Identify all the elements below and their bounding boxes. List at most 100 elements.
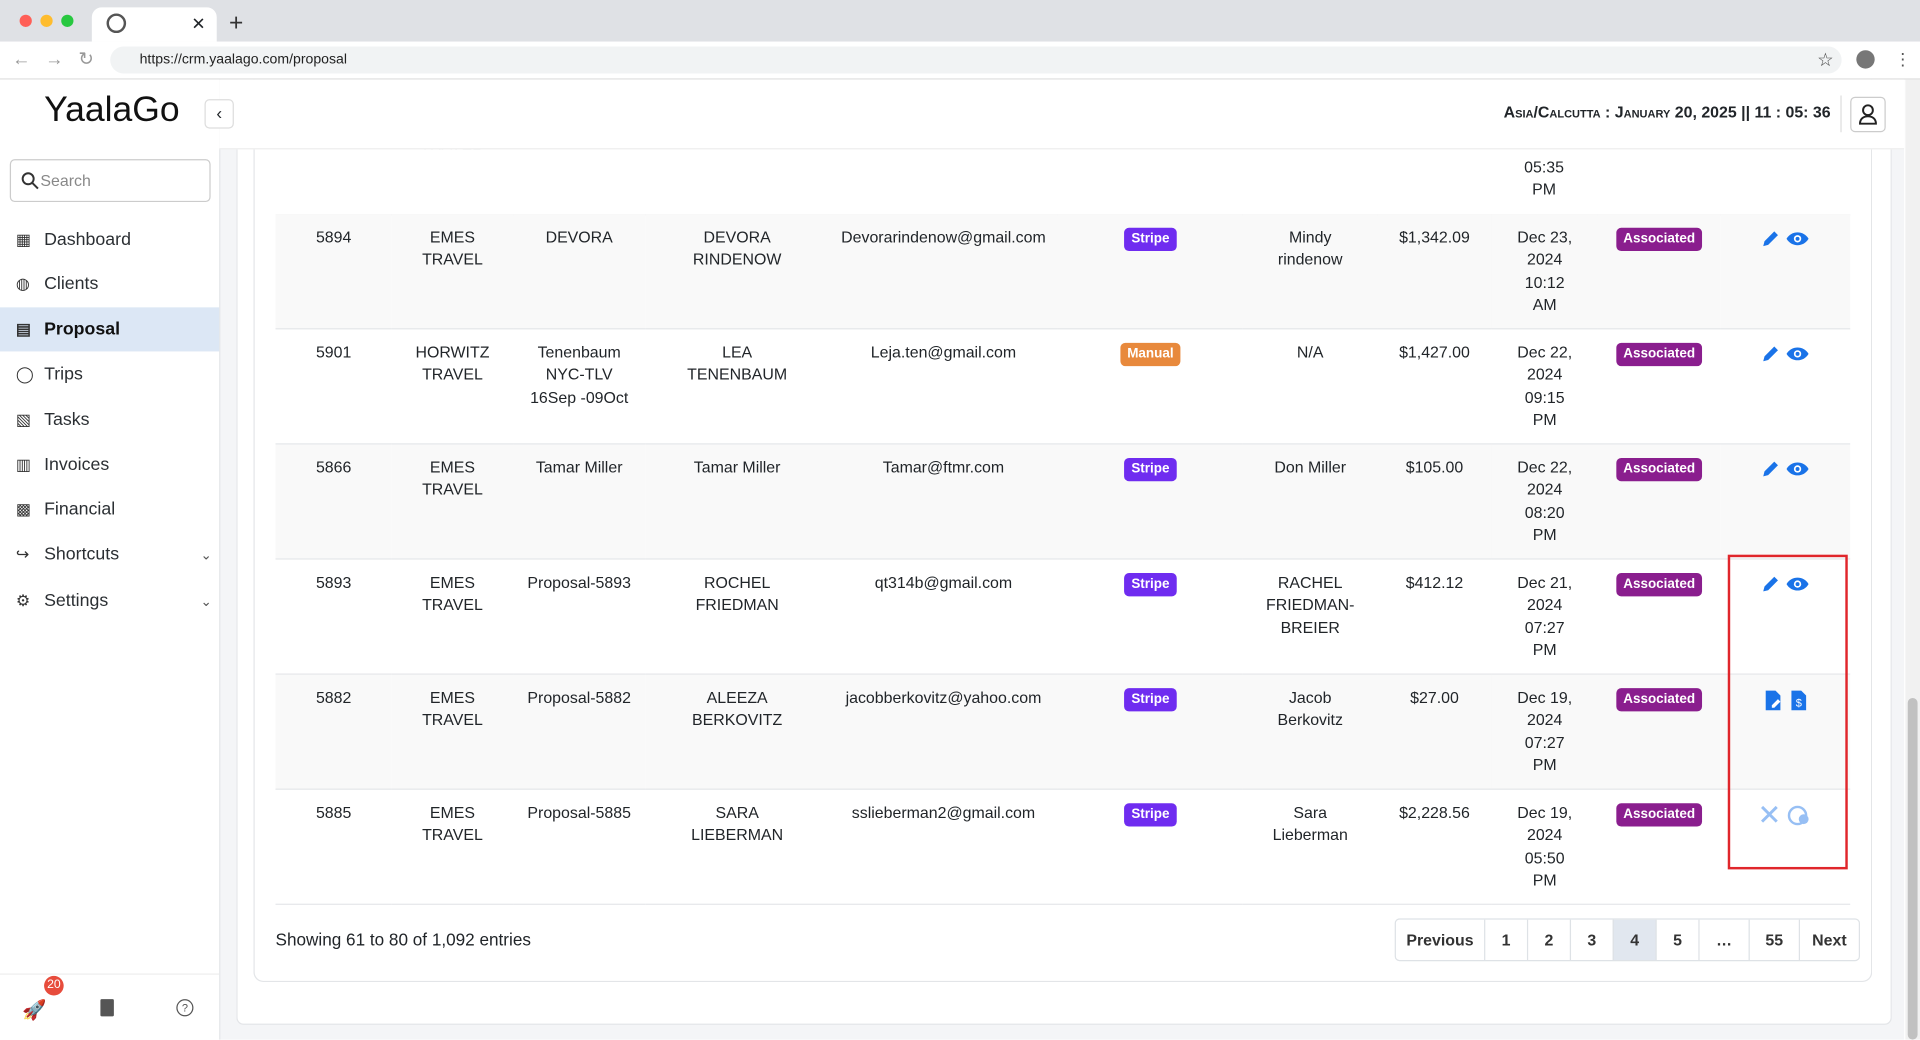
page-button[interactable]: … (1698, 919, 1748, 961)
cell-text: Tamar Miller (693, 457, 781, 477)
table-row: 5866 EMES TRAVEL Tamar Miller Tamar Miller T… (275, 443, 1851, 560)
cell: Tamar Miller (645, 443, 829, 560)
profile[interactable] (1856, 50, 1875, 69)
status-badge: Associated (1615, 227, 1703, 252)
cell: HORWITZ TRAVEL (391, 328, 514, 445)
min-dot[interactable] (40, 14, 53, 27)
table-row: 5882 EMES TRAVEL Proposal-5882 ALEEZA BERKO… (275, 674, 1851, 790)
svg-text:$: $ (1796, 698, 1802, 710)
nav-buttons[interactable]: ←→↻ (12, 48, 109, 70)
cell: Dec 21, 2024 07:27 PM (1491, 558, 1598, 675)
nav-label: Clients (44, 274, 99, 294)
actions (1720, 443, 1851, 560)
action-icons[interactable] (1720, 802, 1850, 826)
action-icons[interactable]: $ (1720, 687, 1850, 711)
url: https://crm.yaalago.com/proposal (139, 52, 348, 68)
help-icon[interactable]: ? (176, 999, 194, 1017)
nav-item[interactable]: ◍ Clients (0, 262, 219, 306)
page-button[interactable]: 4 (1612, 919, 1656, 961)
nav-item[interactable]: ▤ Proposal (0, 307, 220, 352)
nav-item[interactable]: ▩ Financial (0, 487, 219, 531)
cell: Dec 22, 2024 09:15 PM (1491, 328, 1598, 445)
cell-text: Tenenbaum NYC-TLV 16Sep -09Oct (530, 342, 629, 407)
action-icons[interactable] (1720, 342, 1850, 364)
menu[interactable]: ⋮ (1894, 48, 1912, 69)
cell-text: Devorarindenow@gmail.com (841, 227, 1046, 247)
cell: 05:35 PM (1524, 157, 1564, 199)
cell-text: HORWITZ TRAVEL (415, 342, 490, 384)
nav-item[interactable]: ▦ Dashboard (0, 218, 219, 262)
actions (1720, 789, 1851, 905)
nav-icon: ↪ (15, 544, 30, 564)
gateway-badge[interactable]: Stripe (1123, 803, 1177, 827)
cell: Don Miller (1242, 443, 1378, 560)
action-icons[interactable] (1720, 457, 1850, 479)
cell: Proposal-5885 (513, 789, 646, 905)
close-dot[interactable] (19, 14, 32, 27)
tab[interactable]: ✕ (91, 7, 217, 42)
action-icons[interactable] (1720, 227, 1850, 249)
max-dot[interactable] (61, 14, 74, 27)
search-box[interactable]: Search (9, 159, 211, 203)
nav-item[interactable]: ⚙ Settings ⌄ (0, 579, 219, 623)
nav-icon: ▤ (15, 319, 31, 338)
nav-item[interactable]: ▥ Invoices (0, 443, 219, 487)
nav-icon: ⚙ (15, 591, 31, 610)
gateway-badge[interactable]: Stripe (1123, 457, 1177, 482)
doc-icon[interactable] (100, 999, 114, 1017)
action-icons[interactable] (1720, 572, 1850, 594)
actions (1720, 214, 1851, 330)
cell-text: EMES TRAVEL (422, 688, 483, 730)
page-button[interactable]: 3 (1569, 919, 1613, 961)
pagination: Previous 1 2 3 4 5… 55 Next (1394, 918, 1861, 962)
rocket-icon[interactable]: 🚀 (22, 1000, 47, 1022)
gateway-badge[interactable]: Stripe (1123, 227, 1177, 252)
table-row: 5885 EMES TRAVEL Proposal-5885 SARA LIEBERM… (275, 789, 1851, 905)
cell: SARA LIEBERMAN (645, 789, 829, 905)
cell-text: Dec 23, 2024 10:12 AM (1517, 227, 1573, 314)
page-button[interactable]: 1 (1484, 919, 1527, 961)
cell-text: 5885 (315, 803, 352, 822)
cell-text: ALEEZA BERKOVITZ (692, 688, 783, 730)
cell: EMES TRAVEL (391, 214, 514, 330)
nav-item[interactable]: ↪ Shortcuts ⌄ (0, 533, 219, 577)
table-row: 5901 HORWITZ TRAVEL Tenenbaum NYC-TLV 16Se… (275, 328, 1851, 445)
cell-text: Proposal-5893 (527, 573, 631, 592)
page-button[interactable]: Next (1798, 919, 1859, 961)
page-button[interactable]: Previous (1406, 930, 1474, 949)
cell: $105.00 (1377, 443, 1492, 560)
new-tab[interactable]: + (228, 9, 244, 37)
page-button[interactable]: 55 (1748, 919, 1799, 961)
cell: Stripe (1057, 674, 1243, 790)
cell: Dec 23, 2024 10:12 AM (1491, 214, 1598, 330)
user-button[interactable] (1850, 96, 1886, 133)
cell: Dec 19, 2024 07:27 PM (1491, 674, 1598, 790)
cell: Stripe (1057, 443, 1243, 560)
cell: Tenenbaum NYC-TLV 16Sep -09Oct (513, 328, 646, 445)
cell-text: Don Miller (1274, 457, 1347, 477)
page-button[interactable]: 2 (1526, 919, 1570, 961)
tab-bar (0, 0, 1920, 42)
star[interactable]: ☆ (1817, 50, 1834, 72)
gateway-badge[interactable]: Stripe (1123, 688, 1177, 712)
cell: ROCHEL FRIEDMAN (645, 558, 829, 675)
brand[interactable]: YaalaGo (44, 90, 180, 130)
address-bar[interactable] (110, 46, 1842, 74)
gateway-badge[interactable]: Stripe (1123, 573, 1177, 597)
cell-text: SARA LIEBERMAN (691, 803, 784, 845)
cell-text: Sara Lieberman (1272, 803, 1348, 845)
nav-item[interactable]: ◯ Trips (0, 353, 219, 397)
actions (1720, 328, 1851, 445)
highlight-box (1727, 554, 1848, 870)
cell: Tamar Miller (513, 443, 646, 560)
gateway-badge[interactable]: Manual (1119, 342, 1181, 367)
cell: 5901 (275, 328, 392, 445)
nav-item[interactable]: ▧ Tasks (0, 398, 219, 442)
nav-icon: ◯ (15, 364, 34, 384)
cell: Associated (1597, 674, 1721, 790)
nav-icon: ▩ (15, 499, 31, 518)
chevron: ⌄ (200, 594, 212, 610)
page-button[interactable]: 5 (1655, 919, 1699, 961)
collapse-button[interactable]: ‹ (204, 99, 234, 129)
cell-text: EMES TRAVEL (422, 457, 483, 499)
